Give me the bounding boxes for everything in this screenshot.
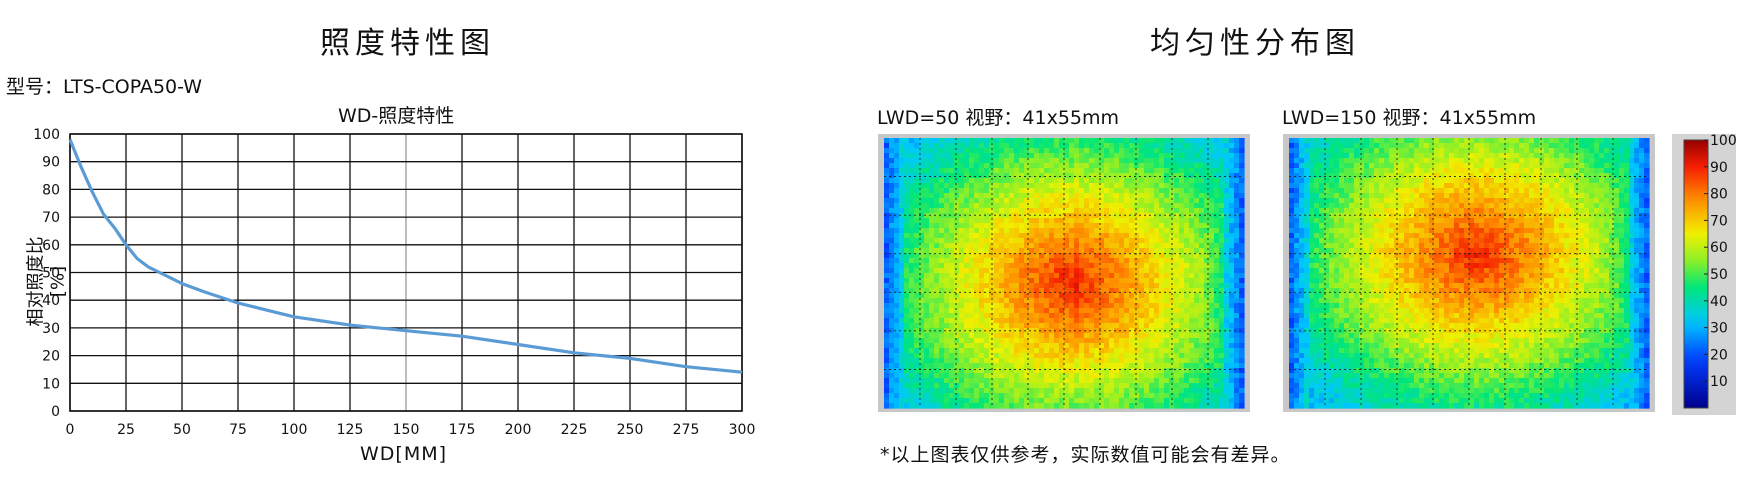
colorbar-tick-label: 30 [1710,321,1728,337]
plot-frame [69,133,743,412]
colorbar-tick-label: 70 [1710,213,1728,229]
y-tick-label: 60 [42,238,60,254]
y-tick-label: 20 [42,349,60,365]
y-tick-label: 90 [42,155,60,171]
left-section-title: 照度特性图 [320,26,495,61]
y-tick-label: 10 [42,376,60,392]
colorbar-tick-label: 60 [1710,240,1728,256]
x-tick-label: 300 [729,422,756,438]
colorbar-tick-label: 20 [1710,347,1728,363]
colorbar-tick-label: 40 [1710,294,1728,310]
y-tick-label: 30 [42,321,60,337]
model-label: 型号：LTS-COPA50-W [6,76,203,98]
heatmap-label-lwd50: LWD=50 视野：41x55mm [877,107,1120,129]
x-tick-label: 175 [449,422,476,438]
uniformity-heatmap-lwd50 [878,134,1250,412]
chart-title: WD-照度特性 [338,105,455,127]
y-tick-label: 70 [42,210,60,226]
x-tick-label: 275 [673,422,700,438]
x-tick-label: 50 [173,422,191,438]
y-tick-label: 100 [33,127,60,143]
x-tick-label: 150 [393,422,420,438]
heatmap-grid [884,138,1244,408]
x-tick-label: 25 [117,422,135,438]
x-axis-label: WD[MM] [360,443,448,465]
x-tick-label: 125 [337,422,364,438]
x-tick-label: 75 [229,422,247,438]
x-tick-label: 200 [505,422,532,438]
y-tick-label: 40 [42,293,60,309]
series-line [68,138,743,374]
colorbar-tick-label: 90 [1710,160,1728,176]
heatmap-label-lwd150: LWD=150 视野：41x55mm [1282,107,1537,129]
x-tick-label: 100 [281,422,308,438]
colorbar-gradient [1683,139,1709,409]
x-tick-label: 225 [561,422,588,438]
x-tick-label: 250 [617,422,644,438]
uniformity-heatmap-lwd150 [1283,134,1655,412]
y-tick-label: 50 [42,266,60,282]
disclaimer-note: *以上图表仅供参考，实际数值可能会有差异。 [880,444,1291,466]
y-tick-label: 0 [51,404,60,420]
colorbar-tick-label: 50 [1710,267,1728,283]
right-section-title: 均匀性分布图 [1150,26,1360,61]
x-tick-label: 0 [66,422,75,438]
colorbar-tick-label: 100 [1710,134,1736,149]
y-tick-label: 80 [42,182,60,198]
line-chart: 0 25 50 75 100 125 150 175 200 225 250 275 300 0 10 20 3… [33,127,756,438]
colorbar-tick-label: 80 [1710,187,1728,203]
colorbar-tick-label: 10 [1710,374,1728,390]
gridlines [69,133,743,412]
colorbar: 100 90 80 70 60 50 40 30 20 10 [1672,133,1737,415]
heatmap-grid [1289,138,1649,408]
